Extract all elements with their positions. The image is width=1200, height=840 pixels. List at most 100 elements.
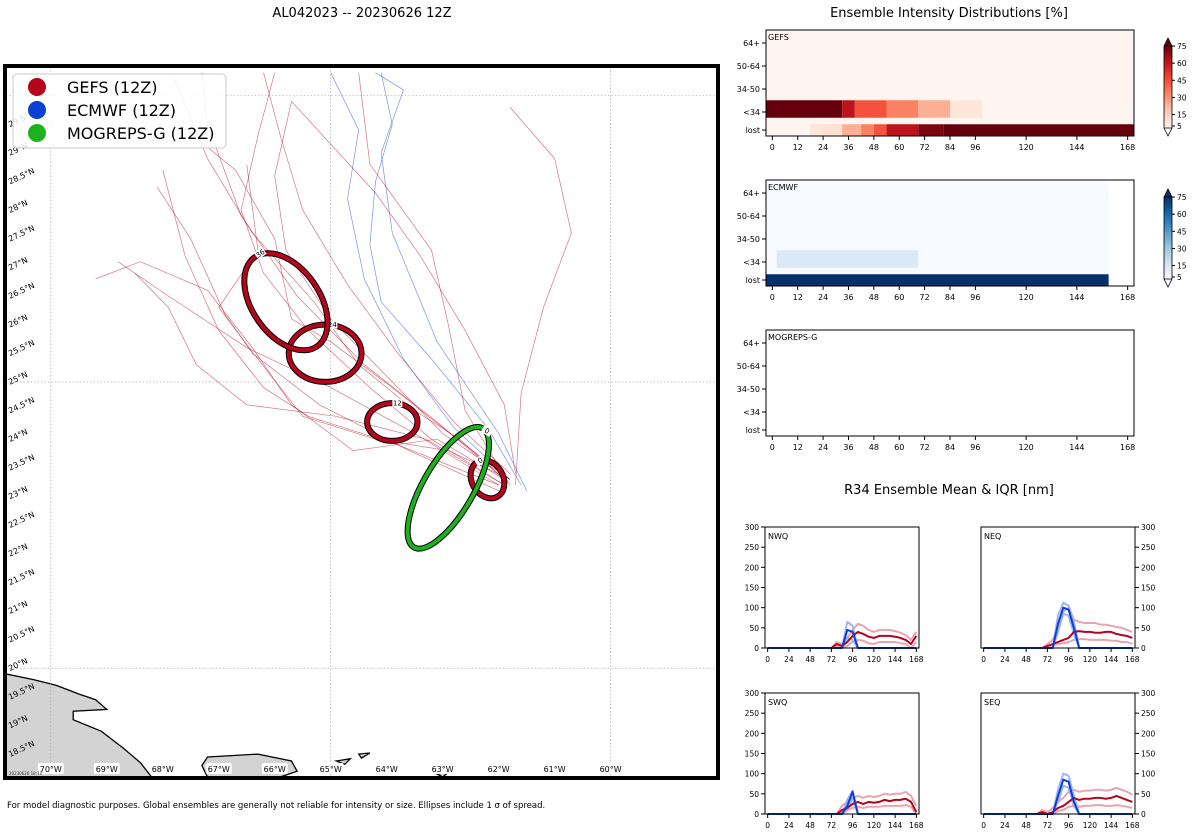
gefs-track xyxy=(95,261,505,480)
heatmap-cell-34-2 xyxy=(776,250,919,268)
ellipse-label-bg xyxy=(327,320,338,329)
gefs-track xyxy=(240,72,505,486)
ellipse-label: 12 xyxy=(393,400,402,408)
colorbar-ecmwf: 5 15 30 45 60 75 xyxy=(1163,188,1187,288)
hour-tick-label: 0 xyxy=(770,443,775,452)
r34-x-tick-label: 72 xyxy=(1043,821,1053,830)
ecmwf-track xyxy=(330,72,511,480)
colorbar-tick-label: 15 xyxy=(1177,262,1187,271)
heatmap-background xyxy=(766,180,1109,286)
ecmwf-track xyxy=(375,72,528,491)
r34-x-tick-label: 72 xyxy=(827,821,837,830)
r34-panel-neq: NEQ 0 50 100 150 200 250 300 0 24 48 72 96 120 144 168 xyxy=(980,523,1156,664)
heatmap-cell-lost--3 xyxy=(766,274,1109,286)
lon-tick-label: 61°W xyxy=(544,765,566,774)
r34-panel-swq: SWQ 0 50 100 150 200 250 300 0 24 48 72 96 120 144 168 xyxy=(745,689,924,830)
lon-label-bg xyxy=(149,763,176,774)
heatmap-cell-lost-54 xyxy=(886,124,919,136)
hour-tick-label: 120 xyxy=(1018,293,1033,302)
r34-x-tick-label: 24 xyxy=(1000,821,1010,830)
heatmap-panel-label: MOGREPS-G xyxy=(768,333,817,342)
legend-label-ecmwf: ECMWF (12Z) xyxy=(67,101,176,120)
hour-tick-label: 36 xyxy=(843,443,853,452)
intensity-panel-ecmwf: ECMWF lost <34 34-50 50-64 64+ 0 12 24 36 48 60 72 84… xyxy=(737,179,1135,302)
hour-tick-label: 84 xyxy=(945,293,955,302)
category-tick-label: 34-50 xyxy=(737,235,760,244)
lon-tick-label: 66°W xyxy=(264,765,286,774)
colorbar-tick-label: 30 xyxy=(1177,244,1187,253)
land-polygon xyxy=(333,757,353,766)
colorbar-extend-top xyxy=(1163,188,1173,198)
r34-panel-label: SWQ xyxy=(768,698,787,707)
r34-panel-nwq: NWQ 0 50 100 150 200 250 300 0 24 48 72 96 120 144 168 xyxy=(745,523,924,664)
r34-x-tick-label: 48 xyxy=(1021,655,1031,664)
r34-x-tick-label: 144 xyxy=(888,821,903,830)
intensity-panel-mogreps: MOGREPS-G lost <34 34-50 50-64 64+ 0 12 24 36 48 60… xyxy=(737,329,1135,452)
lon-tick-label: 69°W xyxy=(96,765,118,774)
timestamp-stamp: 20230626 18:10 xyxy=(9,771,43,776)
category-tick-label: <34 xyxy=(743,258,760,267)
legend-box xyxy=(12,73,227,149)
hour-tick-label: 120 xyxy=(1018,443,1033,452)
r34-x-tick-label: 96 xyxy=(848,655,858,664)
category-tick-label: lost xyxy=(746,276,760,285)
lon-label-bg xyxy=(261,763,288,774)
hour-tick-label: 72 xyxy=(920,293,930,302)
footer-note: For model diagnostic purposes. Global en… xyxy=(7,801,545,811)
ellipse-gefs-12 xyxy=(365,401,420,443)
colorbar-frame xyxy=(1163,196,1173,280)
category-tick-label: 50-64 xyxy=(737,212,760,221)
lon-label-bg xyxy=(485,763,512,774)
hour-tick-label: 72 xyxy=(920,143,930,152)
colorbar-tick-label: 15 xyxy=(1177,111,1187,120)
gefs-track xyxy=(117,261,499,486)
r34-panel-label: SEQ xyxy=(984,698,1000,707)
lon-label-bg xyxy=(37,763,64,774)
gefs-track xyxy=(358,72,511,486)
colorbar-tick-label: 75 xyxy=(1177,193,1187,202)
ellipse-label-bg xyxy=(480,424,494,437)
colorbar-tick-label: 30 xyxy=(1177,93,1187,102)
heatmap-panel-label: ECMWF xyxy=(768,183,798,192)
hour-tick-label: 60 xyxy=(894,143,904,152)
r34-x-tick-label: 24 xyxy=(1000,655,1010,664)
hour-tick-label: 48 xyxy=(869,293,879,302)
r34-title: R34 Ensemble Mean & IQR [nm] xyxy=(844,483,1054,498)
heatmap-background xyxy=(766,30,1134,136)
colorbar-frame xyxy=(1163,45,1173,129)
r34-background xyxy=(765,693,919,814)
r34-y-tick-label: 250 xyxy=(1141,543,1156,552)
ellipse-label-bg xyxy=(392,399,403,408)
category-tick-label: <34 xyxy=(743,408,760,417)
lon-label-bg xyxy=(541,763,568,774)
hour-tick-label: 12 xyxy=(793,143,803,152)
gefs-track xyxy=(291,101,516,474)
hour-tick-label: 0 xyxy=(770,143,775,152)
r34-y-tick-label: 300 xyxy=(1141,689,1156,698)
r34-y-tick-label: 100 xyxy=(745,604,760,613)
r34-y-tick-label: 300 xyxy=(1141,523,1156,532)
colorbar-tick-label: 60 xyxy=(1177,59,1187,68)
legend-marker-mogreps xyxy=(28,124,46,142)
ellipse-gefs-36 xyxy=(242,251,330,353)
gefs-track xyxy=(156,187,499,492)
r34-y-tick-label: 150 xyxy=(745,584,760,593)
hour-tick-label: 120 xyxy=(1018,143,1033,152)
heatmap-cell-34-33 xyxy=(842,100,855,118)
gefs-track xyxy=(162,170,499,486)
lon-tick-label: 67°W xyxy=(208,765,230,774)
r34-y-tick-label: 200 xyxy=(1141,729,1156,738)
r34-x-tick-label: 168 xyxy=(1125,655,1140,664)
r34-x-tick-label: 96 xyxy=(1064,655,1074,664)
r34-y-tick-label: 300 xyxy=(745,689,760,698)
ellipse-label-bg xyxy=(253,247,267,260)
hour-tick-label: 48 xyxy=(869,443,879,452)
hour-tick-label: 24 xyxy=(818,443,828,452)
category-tick-label: 50-64 xyxy=(737,362,760,371)
gefs-track xyxy=(134,272,505,486)
category-tick-label: 34-50 xyxy=(737,385,760,394)
colorbar-fill xyxy=(1164,197,1172,279)
hour-tick-label: 36 xyxy=(843,143,853,152)
r34-y-tick-label: 150 xyxy=(745,750,760,759)
